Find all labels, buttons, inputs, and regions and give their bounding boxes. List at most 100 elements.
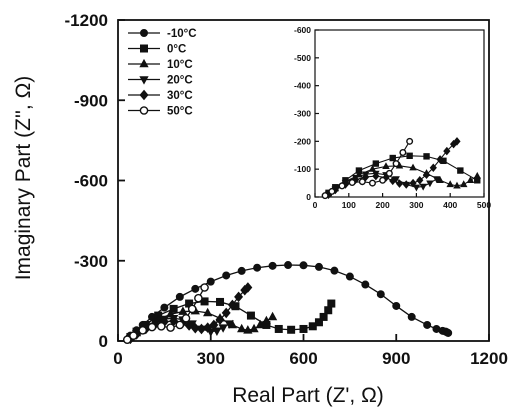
data-point — [175, 320, 185, 330]
data-point — [268, 261, 277, 270]
inset-x-tick-label: 200 — [376, 200, 390, 210]
data-point — [166, 323, 175, 332]
inset-data-point — [453, 137, 461, 146]
inset-data-point — [432, 176, 441, 184]
data-point — [187, 304, 197, 314]
inset-data-point — [422, 170, 431, 179]
inset-data-point — [392, 160, 400, 168]
data-point — [299, 261, 308, 270]
data-point — [308, 322, 317, 331]
x-tick-label: 900 — [382, 349, 410, 368]
data-point — [209, 319, 219, 331]
data-point — [361, 280, 370, 289]
y-tick-label: -300 — [74, 252, 108, 271]
x-tick-label: 600 — [289, 349, 317, 368]
series-1 — [126, 297, 336, 341]
x-tick-label: 300 — [197, 349, 225, 368]
inset-y-tick-label: -400 — [294, 81, 311, 91]
inset-data-point — [419, 183, 427, 191]
inset-x-tick-label: 100 — [342, 200, 356, 210]
legend-label: 20°C — [167, 75, 193, 87]
data-point — [215, 314, 225, 325]
data-point — [284, 261, 293, 270]
inset-data-point — [372, 171, 380, 181]
legend-marker — [139, 28, 148, 37]
inset-x-tick-label: 0 — [313, 200, 318, 210]
y-tick-label: -1200 — [65, 11, 108, 30]
data-point — [203, 307, 213, 317]
data-point — [407, 312, 416, 321]
data-point — [243, 282, 253, 293]
data-point — [423, 320, 432, 329]
x-tick-label: 0 — [113, 349, 122, 368]
inset-y-tick-label: 0 — [306, 192, 311, 202]
legend-label: -10°C — [167, 28, 197, 40]
data-point — [227, 299, 237, 311]
inset-data-point — [382, 162, 390, 170]
inset-data-point — [409, 178, 417, 188]
legend-marker — [139, 76, 149, 85]
data-point — [160, 303, 169, 312]
data-point — [181, 313, 191, 323]
data-point — [246, 311, 255, 320]
data-point — [267, 311, 278, 321]
inset-data-point — [443, 146, 451, 156]
legend-label: 0°C — [167, 44, 186, 56]
inset-data-point — [436, 155, 444, 164]
data-point — [218, 324, 228, 333]
data-point — [175, 292, 184, 301]
x-tick-label: 1200 — [470, 349, 508, 368]
data-point — [249, 323, 259, 333]
inset-data-point — [446, 180, 454, 188]
inset-data-point — [459, 180, 468, 188]
inset-data-point — [389, 154, 396, 162]
data-point — [224, 320, 234, 329]
legend-marker — [139, 89, 149, 101]
legend-entry: 0°C — [128, 44, 186, 56]
data-point — [444, 328, 453, 337]
inset-data-point — [473, 171, 481, 179]
legend: -10°C 0°C 10°C 20°C 30°C 50°C — [128, 28, 197, 118]
data-point — [156, 321, 166, 331]
data-point — [129, 331, 138, 340]
inset-x-tick-label: 300 — [409, 200, 423, 210]
legend-entry: 50°C — [128, 106, 193, 118]
data-point — [206, 277, 215, 286]
inset-data-point — [348, 179, 356, 187]
legend-label: 50°C — [167, 106, 193, 118]
inset-data-point — [409, 163, 417, 171]
inset-data-point — [385, 169, 393, 177]
inset-data-point — [426, 180, 434, 188]
inset-y-tick-label: -600 — [294, 25, 311, 35]
inset-data-point — [406, 152, 413, 160]
inset-data-point — [368, 164, 377, 172]
data-point — [314, 318, 323, 327]
data-point — [330, 266, 339, 275]
x-axis-title: Real Part (Z', Ω) — [232, 384, 384, 407]
inset-data-point — [412, 184, 421, 192]
legend-entry: 10°C — [128, 58, 193, 71]
inset-data-point — [358, 178, 366, 186]
data-point — [237, 323, 247, 333]
inset-x-tick-label: 400 — [443, 200, 457, 210]
data-point — [327, 299, 336, 308]
data-point — [200, 283, 209, 292]
inset-y-tick-label: -100 — [294, 164, 311, 174]
series-5 — [122, 283, 209, 344]
legend-marker — [139, 58, 149, 68]
inset-data-point — [321, 192, 329, 200]
inset-data-point — [338, 182, 346, 190]
legend-entry: 20°C — [128, 75, 193, 87]
inset-data-point — [372, 160, 380, 167]
legend-marker — [139, 44, 148, 53]
data-point — [345, 272, 354, 281]
inset-y-tick-label: -300 — [294, 109, 311, 119]
data-point — [253, 263, 262, 272]
inset-data-point — [395, 179, 404, 188]
inset-data-point — [466, 176, 475, 183]
data-point — [169, 304, 178, 313]
data-point — [314, 262, 323, 271]
inset-data-point — [453, 181, 461, 189]
legend-label: 30°C — [167, 90, 193, 102]
